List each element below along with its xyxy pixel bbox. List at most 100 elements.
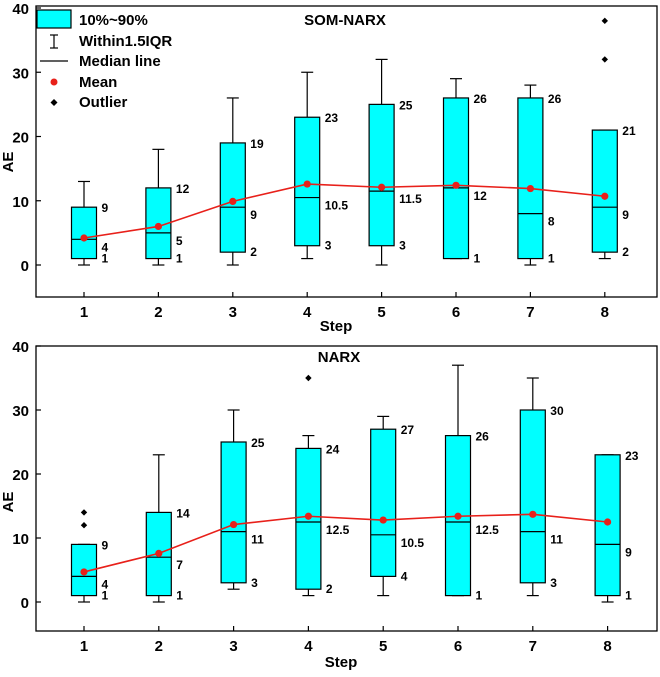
legend-label-mean: Mean: [79, 74, 117, 91]
x-tick-label: 5: [377, 304, 385, 321]
legend-label-box: 10%~90%: [79, 12, 148, 29]
box-label-low: 2: [622, 245, 629, 259]
x-tick-label: 1: [80, 304, 88, 321]
box: [370, 428, 397, 578]
box-label-median: 9: [250, 208, 257, 222]
x-tick-label: 8: [601, 304, 609, 321]
plot-frame: [35, 345, 658, 632]
box: [70, 206, 98, 260]
x-tick-label: 7: [526, 304, 534, 321]
legend-box-swatch: [36, 9, 72, 29]
y-tick-label: 0: [21, 595, 29, 612]
box-label-high: 12: [176, 182, 190, 196]
box-label-median: 12.5: [476, 523, 500, 537]
y-tick-label: 30: [12, 403, 29, 420]
box-label-low: 3: [325, 239, 332, 253]
box-label-low: 3: [399, 239, 406, 253]
box-label-high: 27: [401, 423, 415, 437]
box-label-low: 1: [102, 589, 109, 603]
mean-point: [304, 512, 312, 520]
box-label-median: 4: [102, 240, 109, 254]
x-tick-label: 4: [303, 304, 312, 321]
x-tick-label: 2: [155, 638, 163, 655]
mean-point: [80, 568, 88, 576]
box-label-high: 24: [326, 442, 340, 456]
x-tick-label: 7: [529, 638, 537, 655]
box-label-low: 3: [251, 576, 258, 590]
mean-point: [379, 516, 387, 524]
x-tick-label: 3: [229, 304, 237, 321]
box-label-high: 25: [251, 436, 265, 450]
box-label-high: 26: [548, 92, 562, 106]
x-tick-label: 4: [304, 638, 313, 655]
box-label-high: 9: [102, 538, 109, 552]
box-label-low: 4: [401, 569, 408, 583]
x-tick-label: 1: [80, 638, 88, 655]
box-label-high: 26: [476, 430, 490, 444]
y-tick-label: 30: [12, 65, 29, 82]
outlier-point: [601, 56, 608, 63]
box-label-median: 11: [251, 533, 264, 547]
legend-label-median: Median line: [79, 53, 161, 70]
legend-whisker-swatch: [50, 34, 58, 49]
y-tick-label: 20: [12, 467, 29, 484]
outlier-point: [80, 509, 88, 516]
y-tick-label: 0: [21, 258, 29, 275]
box-label-high: 23: [325, 111, 339, 125]
box-label-median: 12.5: [326, 523, 350, 537]
box-label-high: 23: [625, 449, 639, 463]
mean-point: [452, 181, 460, 189]
y-tick-label: 10: [12, 531, 29, 548]
chart-title: NARX: [318, 349, 361, 366]
box: [219, 142, 246, 253]
box-label-median: 10.5: [325, 199, 349, 213]
x-tick-label: 6: [452, 304, 460, 321]
mean-point: [303, 180, 311, 188]
box-label-median: 4: [102, 577, 109, 591]
mean-point: [378, 183, 386, 191]
mean-point: [155, 549, 163, 557]
box: [591, 129, 618, 253]
box-label-low: 2: [250, 245, 257, 259]
x-tick-label: 3: [229, 638, 237, 655]
outlier-point: [80, 522, 88, 529]
box-label-low: 1: [625, 589, 632, 603]
x-axis-label: Step: [320, 318, 353, 335]
y-tick-label: 10: [12, 194, 29, 211]
box-label-median: 7: [176, 558, 183, 572]
box-label-low: 1: [476, 589, 483, 603]
y-axis-label: AE: [0, 152, 17, 173]
y-tick-label: 40: [12, 339, 29, 356]
box: [220, 441, 247, 584]
box-label-low: 1: [176, 252, 183, 266]
box-label-high: 21: [622, 124, 636, 138]
mean-point: [154, 222, 162, 231]
x-axis-label: Step: [325, 654, 358, 671]
legend-label-outlier: Outlier: [79, 94, 128, 111]
box: [517, 97, 544, 260]
y-axis-label: AE: [0, 492, 17, 513]
legend: 10%~90% Within1.5IQR Median line Mean Ou…: [36, 9, 172, 111]
y-tick-label: 40: [12, 1, 29, 18]
box-label-high: 9: [102, 201, 109, 215]
plot-frame: [35, 5, 658, 298]
y-tick-label: 20: [12, 130, 29, 147]
box-label-median: 8: [548, 215, 555, 229]
box: [519, 409, 546, 584]
box-label-median: 9: [622, 208, 629, 222]
chart-title: SOM-NARX: [304, 12, 386, 29]
legend-outlier-swatch: [50, 99, 58, 106]
box-label-median: 9: [625, 545, 632, 559]
mean-point: [80, 234, 88, 242]
mean-point: [230, 520, 238, 529]
box-label-low: 2: [326, 582, 333, 596]
box-label-high: 26: [474, 92, 488, 106]
mean-point: [526, 184, 535, 193]
box-label-high: 14: [176, 506, 190, 520]
x-tick-label: 5: [379, 638, 387, 655]
box-label-median: 11: [550, 533, 563, 547]
x-tick-label: 2: [154, 304, 162, 321]
mean-line: [83, 183, 605, 239]
